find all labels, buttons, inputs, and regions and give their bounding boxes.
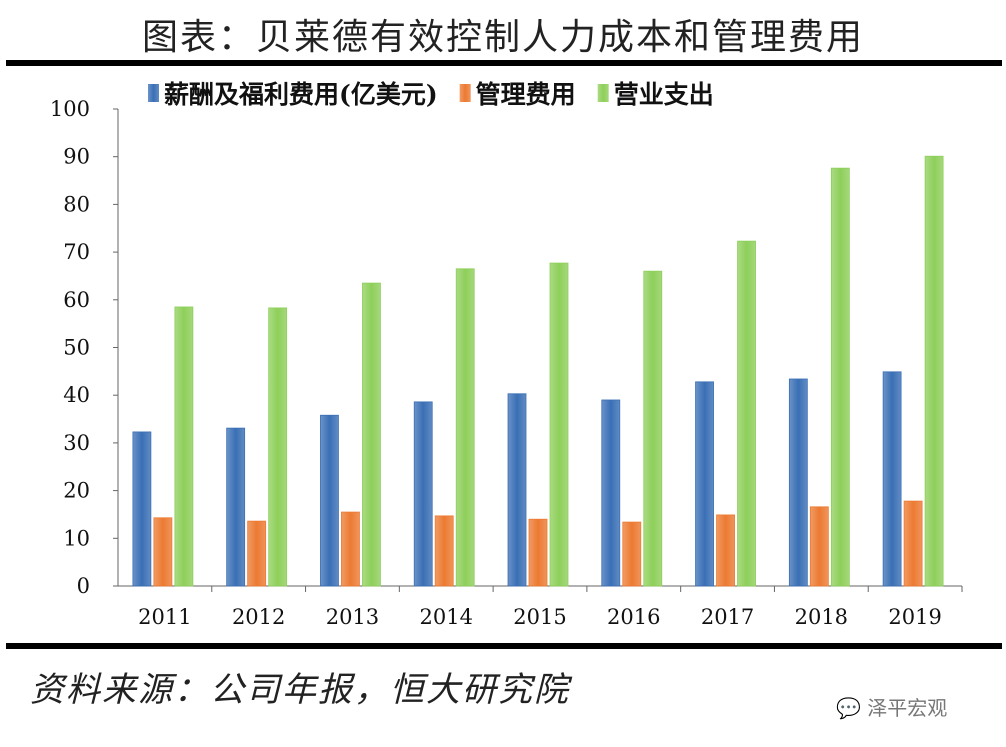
y-tick-label: 0 — [77, 574, 90, 598]
wechat-icon: 💬 — [836, 696, 861, 720]
top-rule — [6, 60, 1002, 66]
legend-swatch — [148, 84, 159, 102]
bar-1-2018 — [788, 378, 808, 587]
bar-3-2016 — [643, 270, 663, 587]
x-tick-label: 2019 — [888, 605, 941, 629]
legend-swatch — [459, 84, 471, 102]
bar-2-2016 — [622, 521, 642, 587]
y-tick-label: 40 — [63, 383, 90, 407]
y-tick-label: 100 — [50, 97, 90, 121]
bar-2-2015 — [528, 518, 548, 587]
y-tick-label: 90 — [63, 145, 90, 169]
bar-1-2014 — [413, 401, 433, 587]
y-tick-label: 20 — [63, 479, 90, 503]
bar-2-2012 — [247, 520, 267, 587]
bar-3-2017 — [737, 240, 756, 587]
bar-2-2017 — [716, 514, 735, 587]
bar-3-2018 — [830, 167, 850, 587]
bottom-rule — [6, 643, 1002, 649]
bar-3-2014 — [455, 268, 475, 587]
y-tick-label: 80 — [63, 192, 90, 216]
bar-2-2013 — [341, 511, 360, 587]
y-tick-label: 70 — [63, 240, 90, 264]
y-tick-label: 30 — [63, 431, 90, 455]
legend-swatch — [597, 84, 609, 102]
bar-3-2013 — [362, 282, 381, 587]
bar-1-2015 — [507, 393, 527, 587]
watermark: 💬 泽平宏观 — [836, 692, 947, 721]
x-tick-label: 2011 — [138, 605, 191, 629]
bar-1-2012 — [226, 427, 246, 587]
x-tick-label: 2015 — [513, 605, 566, 629]
y-tick-label: 60 — [63, 288, 90, 312]
bar-1-2017 — [695, 381, 714, 587]
x-tick-label: 2017 — [701, 605, 754, 629]
watermark-text: 泽平宏观 — [867, 696, 948, 720]
x-tick-label: 2013 — [326, 605, 379, 629]
bar-2-2018 — [809, 506, 829, 587]
bar-3-2015 — [549, 262, 569, 587]
x-tick-label: 2016 — [607, 605, 660, 629]
bar-3-2011 — [174, 306, 194, 587]
bar-1-2016 — [601, 399, 621, 587]
bar-1-2011 — [132, 431, 152, 587]
bar-3-2012 — [268, 307, 288, 587]
y-tick-label: 10 — [63, 526, 90, 550]
legend-label: 营业支出 — [614, 80, 714, 109]
bar-2-2011 — [153, 517, 173, 587]
bar-3-2019 — [924, 155, 944, 587]
x-tick-label: 2014 — [419, 605, 472, 629]
legend-label: 薪酬及福利费用(亿美元) — [164, 80, 438, 109]
bar-2-2014 — [434, 515, 454, 587]
x-tick-label: 2018 — [795, 605, 848, 629]
bar-1-2019 — [882, 371, 902, 587]
bar-1-2013 — [320, 414, 339, 587]
bar-2-2019 — [903, 500, 923, 587]
chart-title: 图表：贝莱德有效控制人力成本和管理费用 — [141, 17, 864, 58]
y-tick-label: 50 — [63, 336, 90, 360]
source-note: 资料来源：公司年报，恒大研究院 — [30, 670, 570, 710]
bar-chart: 0 10 20 30 40 50 60 70 80 90 100 2011 2012 2013 2014 20… — [50, 80, 963, 629]
x-tick-label: 2012 — [232, 605, 285, 629]
legend-label: 管理费用 — [476, 80, 576, 109]
